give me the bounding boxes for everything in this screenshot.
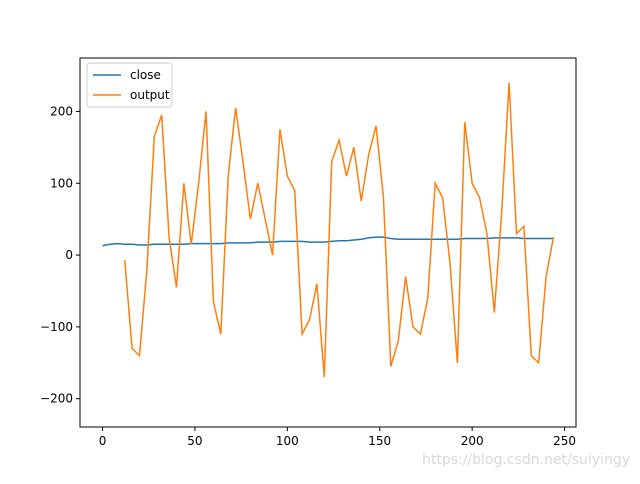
y-tick-label: 100: [50, 176, 73, 190]
legend-box: [86, 62, 173, 108]
x-tick-label: 150: [368, 434, 391, 448]
y-tick-label: 0: [65, 248, 73, 262]
x-tick-label: 200: [461, 434, 484, 448]
y-tick-label: −200: [40, 392, 73, 406]
x-tick-label: 100: [276, 434, 299, 448]
watermark: https://blog.csdn.net/suiyingy: [422, 452, 630, 468]
line-output: [123, 82, 555, 378]
y-tick-label: −100: [40, 320, 73, 334]
legend-label: close: [130, 68, 161, 82]
plot-frame: [79, 57, 577, 428]
x-tick-label: 0: [99, 434, 107, 448]
line-close: [102, 236, 554, 247]
y-tick-label: 200: [50, 104, 73, 118]
x-tick-label: 250: [553, 434, 576, 448]
legend-label: output: [130, 88, 170, 102]
x-tick-label: 50: [187, 434, 202, 448]
